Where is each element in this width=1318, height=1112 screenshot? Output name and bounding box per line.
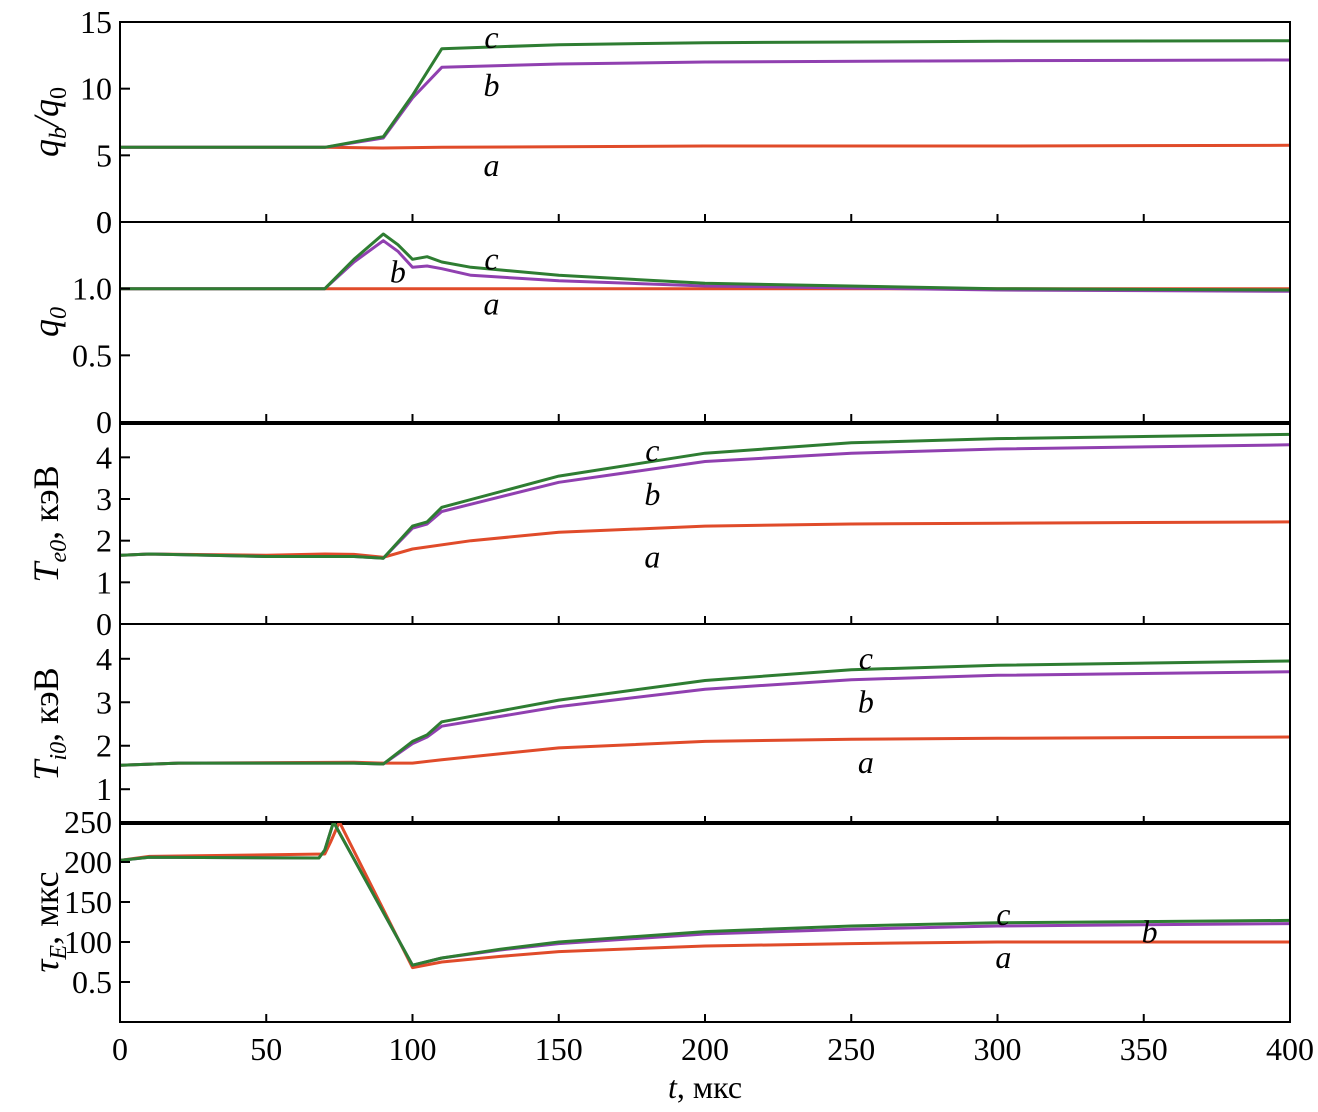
series-q0-b xyxy=(120,239,1290,293)
curve-label-b: b xyxy=(483,67,499,103)
series-tauE-a xyxy=(120,822,1290,970)
y-tick-label: 0 xyxy=(96,204,112,240)
y-tick-label: 250 xyxy=(64,804,112,840)
x-tick-label: 200 xyxy=(681,1031,729,1067)
x-tick-label: 250 xyxy=(827,1031,875,1067)
curve-label-b: b xyxy=(858,683,874,719)
series-Te0-b xyxy=(120,443,1290,560)
curve-label-c: c xyxy=(645,432,659,468)
y-tick-label: 5 xyxy=(96,137,112,173)
curve-label-b: b xyxy=(644,476,660,512)
curve-label-a: a xyxy=(644,538,660,574)
x-tick-label: 350 xyxy=(1120,1031,1168,1067)
y-tick-label: 15 xyxy=(80,4,112,40)
x-tick-label: 150 xyxy=(535,1031,583,1067)
series-Te0-a xyxy=(120,520,1290,559)
y-tick-label: 4 xyxy=(96,439,112,475)
series-Ti0-b xyxy=(120,670,1290,767)
panel-frame-Ti0 xyxy=(119,623,1291,825)
y-axis-label-Te0: Te0, кэВ xyxy=(26,465,72,582)
curve-label-a: a xyxy=(995,939,1011,975)
y-tick-label: 0 xyxy=(96,204,112,240)
curve-label-c: c xyxy=(484,19,498,55)
panel-Ti0: 1 2 3 4 cba Ti0, кэВ xyxy=(26,623,1291,825)
y-axis-label-tauE: τE, мкс xyxy=(26,872,72,973)
y-tick-label: 1 xyxy=(96,564,112,600)
series-Ti0-c xyxy=(120,659,1290,767)
y-tick-label: 0 xyxy=(96,606,112,642)
panel-q0: 0 0.5 1.0 0 c b a q0 xyxy=(26,204,1291,440)
y-tick-label: 0.5 xyxy=(72,964,112,1000)
y-tick-label: 1 xyxy=(96,771,112,807)
y-axis-label-Ti0: Ti0, кэВ xyxy=(26,667,72,780)
series-tauE-b xyxy=(120,822,1290,967)
series-qb-c xyxy=(120,39,1290,149)
series-qb-a xyxy=(120,143,1290,150)
y-tick-label: 2 xyxy=(96,728,112,764)
curve-label-c: c xyxy=(484,240,498,276)
y-axis-label-q0: q0 xyxy=(26,307,72,337)
panel-tauE: 0.5 100 150 200 250 c b a τE, мкс xyxy=(26,804,1291,1023)
panel-qb: 0 5 10 15 cb a qb/q0 xyxy=(26,4,1291,240)
curve-label-c: c xyxy=(859,640,873,676)
x-tick-label: 300 xyxy=(974,1031,1022,1067)
series-Ti0-a xyxy=(120,735,1290,767)
y-tick-label: 4 xyxy=(96,641,112,677)
y-tick-label: 2 xyxy=(96,523,112,559)
x-tick-label: 100 xyxy=(389,1031,437,1067)
y-tick-label: 150 xyxy=(64,884,112,920)
panel-frame-qb xyxy=(119,21,1291,223)
series-tauE-c xyxy=(120,822,1290,967)
panel-Te0: 0 1 2 3 4 cba Te0, кэВ xyxy=(26,423,1291,642)
y-tick-label: 0.5 xyxy=(72,337,112,373)
y-tick-label: 100 xyxy=(64,924,112,960)
curve-label-a: a xyxy=(483,286,499,322)
x-tick-label: 400 xyxy=(1266,1031,1314,1067)
series-Te0-c xyxy=(120,432,1290,560)
y-tick-label: 3 xyxy=(96,684,112,720)
x-axis-label: t, мкс xyxy=(668,1069,742,1105)
series-q0-c xyxy=(120,232,1290,292)
x-tick-label: 50 xyxy=(250,1031,282,1067)
panel-frame-q0 xyxy=(119,221,1291,423)
y-tick-label: 200 xyxy=(64,844,112,880)
y-tick-label: 1.0 xyxy=(72,271,112,307)
y-tick-label: 3 xyxy=(96,481,112,517)
series-qb-b xyxy=(120,58,1290,149)
curve-label-c: c xyxy=(996,896,1010,932)
y-tick-label: 10 xyxy=(80,71,112,107)
curve-label-a: a xyxy=(483,147,499,183)
x-tick-label: 0 xyxy=(112,1031,128,1067)
curve-label-b: b xyxy=(1142,913,1158,949)
curve-label-b: b xyxy=(390,254,406,290)
y-tick-label: 0 xyxy=(96,404,112,440)
y-axis-label-qb: qb/q0 xyxy=(26,87,72,157)
curve-label-a: a xyxy=(858,744,874,780)
